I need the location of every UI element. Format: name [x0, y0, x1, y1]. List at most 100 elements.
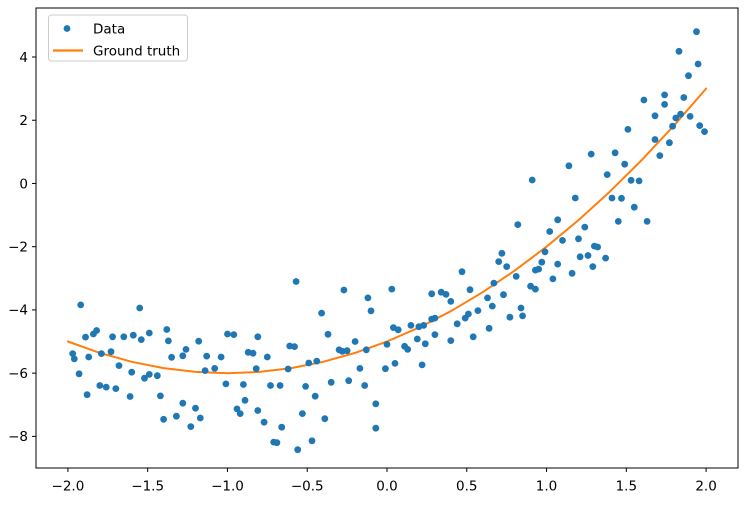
scatter-point	[69, 350, 77, 357]
scatter-point	[141, 374, 148, 382]
scatter-point	[686, 113, 694, 120]
scatter-point	[506, 313, 514, 321]
scatter-point	[694, 60, 702, 68]
scatter-point	[635, 177, 643, 185]
scatter-point	[364, 294, 372, 302]
scatter-point	[643, 218, 651, 225]
scatter-point	[292, 278, 300, 285]
scatter-point	[372, 424, 380, 432]
scatter-point	[129, 331, 137, 339]
scatter-point	[383, 341, 391, 348]
scatter-point	[240, 381, 247, 388]
scatter-point	[195, 337, 203, 345]
scatter-point	[192, 404, 199, 412]
scatter-point	[211, 365, 219, 372]
scatter-point	[621, 160, 629, 168]
scatter-point	[407, 322, 415, 329]
x-tick-label: −2.0	[52, 479, 85, 495]
scatter-point	[179, 399, 187, 407]
scatter-point	[388, 285, 396, 293]
scatter-point	[618, 194, 625, 202]
scatter-point	[559, 237, 566, 244]
scatter-point	[294, 446, 302, 454]
scatter-point	[313, 357, 321, 365]
scatter-point	[661, 91, 668, 99]
scatter-point	[627, 176, 635, 184]
scatter-point	[503, 263, 511, 270]
scatter-point	[490, 279, 498, 287]
scatter-point	[554, 216, 562, 224]
scatter-point	[187, 423, 195, 430]
scatter-point	[669, 122, 676, 130]
scatter-point	[565, 162, 573, 170]
scatter-point	[201, 367, 209, 374]
scatter-point	[136, 304, 144, 312]
scatter-point	[361, 382, 369, 389]
scatter-point	[318, 309, 325, 317]
scatter-point	[168, 353, 176, 361]
scatter-point	[535, 265, 542, 273]
data-series	[69, 28, 708, 454]
scatter-point	[120, 333, 128, 341]
scatter-point	[568, 269, 576, 277]
scatter-point	[538, 258, 546, 266]
scatter-point	[661, 101, 668, 108]
scatter-point	[584, 252, 592, 259]
scatter-point	[541, 248, 549, 256]
scatter-point	[157, 392, 164, 400]
scatter-point	[594, 243, 601, 251]
scatter-point	[343, 347, 351, 355]
scatter-point	[115, 362, 123, 369]
y-tick-label: 4	[19, 50, 28, 66]
scatter-point	[651, 136, 659, 143]
scatter-point	[98, 350, 105, 357]
scatter-point	[680, 94, 688, 101]
scatter-point	[517, 304, 525, 312]
scatter-point	[404, 346, 412, 353]
y-tick-label: −2	[8, 239, 28, 255]
x-tick-label: −1.5	[131, 479, 164, 495]
scatter-point	[153, 372, 161, 380]
scatter-point	[651, 112, 659, 120]
x-tick-label: 0.0	[376, 479, 397, 495]
scatter-point	[554, 260, 562, 268]
scatter-point	[302, 383, 309, 390]
scatter-point	[165, 337, 172, 345]
scatter-point	[112, 385, 120, 392]
scatter-point	[173, 412, 180, 420]
scatter-point	[224, 330, 231, 338]
scatter-point	[137, 336, 145, 343]
scatter-point	[474, 307, 482, 314]
scatter-point	[284, 365, 292, 373]
scatter-point	[693, 28, 700, 36]
scatter-point	[382, 365, 389, 373]
scatter-point	[431, 331, 439, 338]
scatter-point	[447, 337, 455, 344]
scatter-point	[340, 286, 348, 294]
scatter-point	[675, 47, 683, 55]
scatter-point	[160, 415, 168, 423]
scatter-point	[351, 338, 359, 345]
scatter-point	[528, 176, 536, 184]
scatter-point	[453, 320, 461, 328]
scatter-point	[571, 194, 579, 202]
legend-label-data: Data	[93, 22, 125, 38]
scatter-point	[327, 378, 335, 386]
scatter-point	[82, 333, 89, 341]
legend: Data Ground truth	[48, 14, 188, 62]
scatter-point	[291, 343, 298, 350]
scatter-point	[465, 310, 472, 318]
scatter-point	[581, 223, 589, 231]
scatter-point	[356, 365, 364, 372]
scatter-point	[75, 370, 83, 378]
scatter-point	[428, 290, 436, 298]
scatter-point	[254, 407, 262, 414]
scatter-point	[102, 383, 110, 391]
x-tick-label: −0.5	[291, 479, 324, 495]
scatter-point	[696, 122, 704, 129]
scatter-point	[575, 235, 582, 243]
y-tick-label: 0	[19, 176, 28, 192]
scatter-point	[260, 418, 268, 426]
